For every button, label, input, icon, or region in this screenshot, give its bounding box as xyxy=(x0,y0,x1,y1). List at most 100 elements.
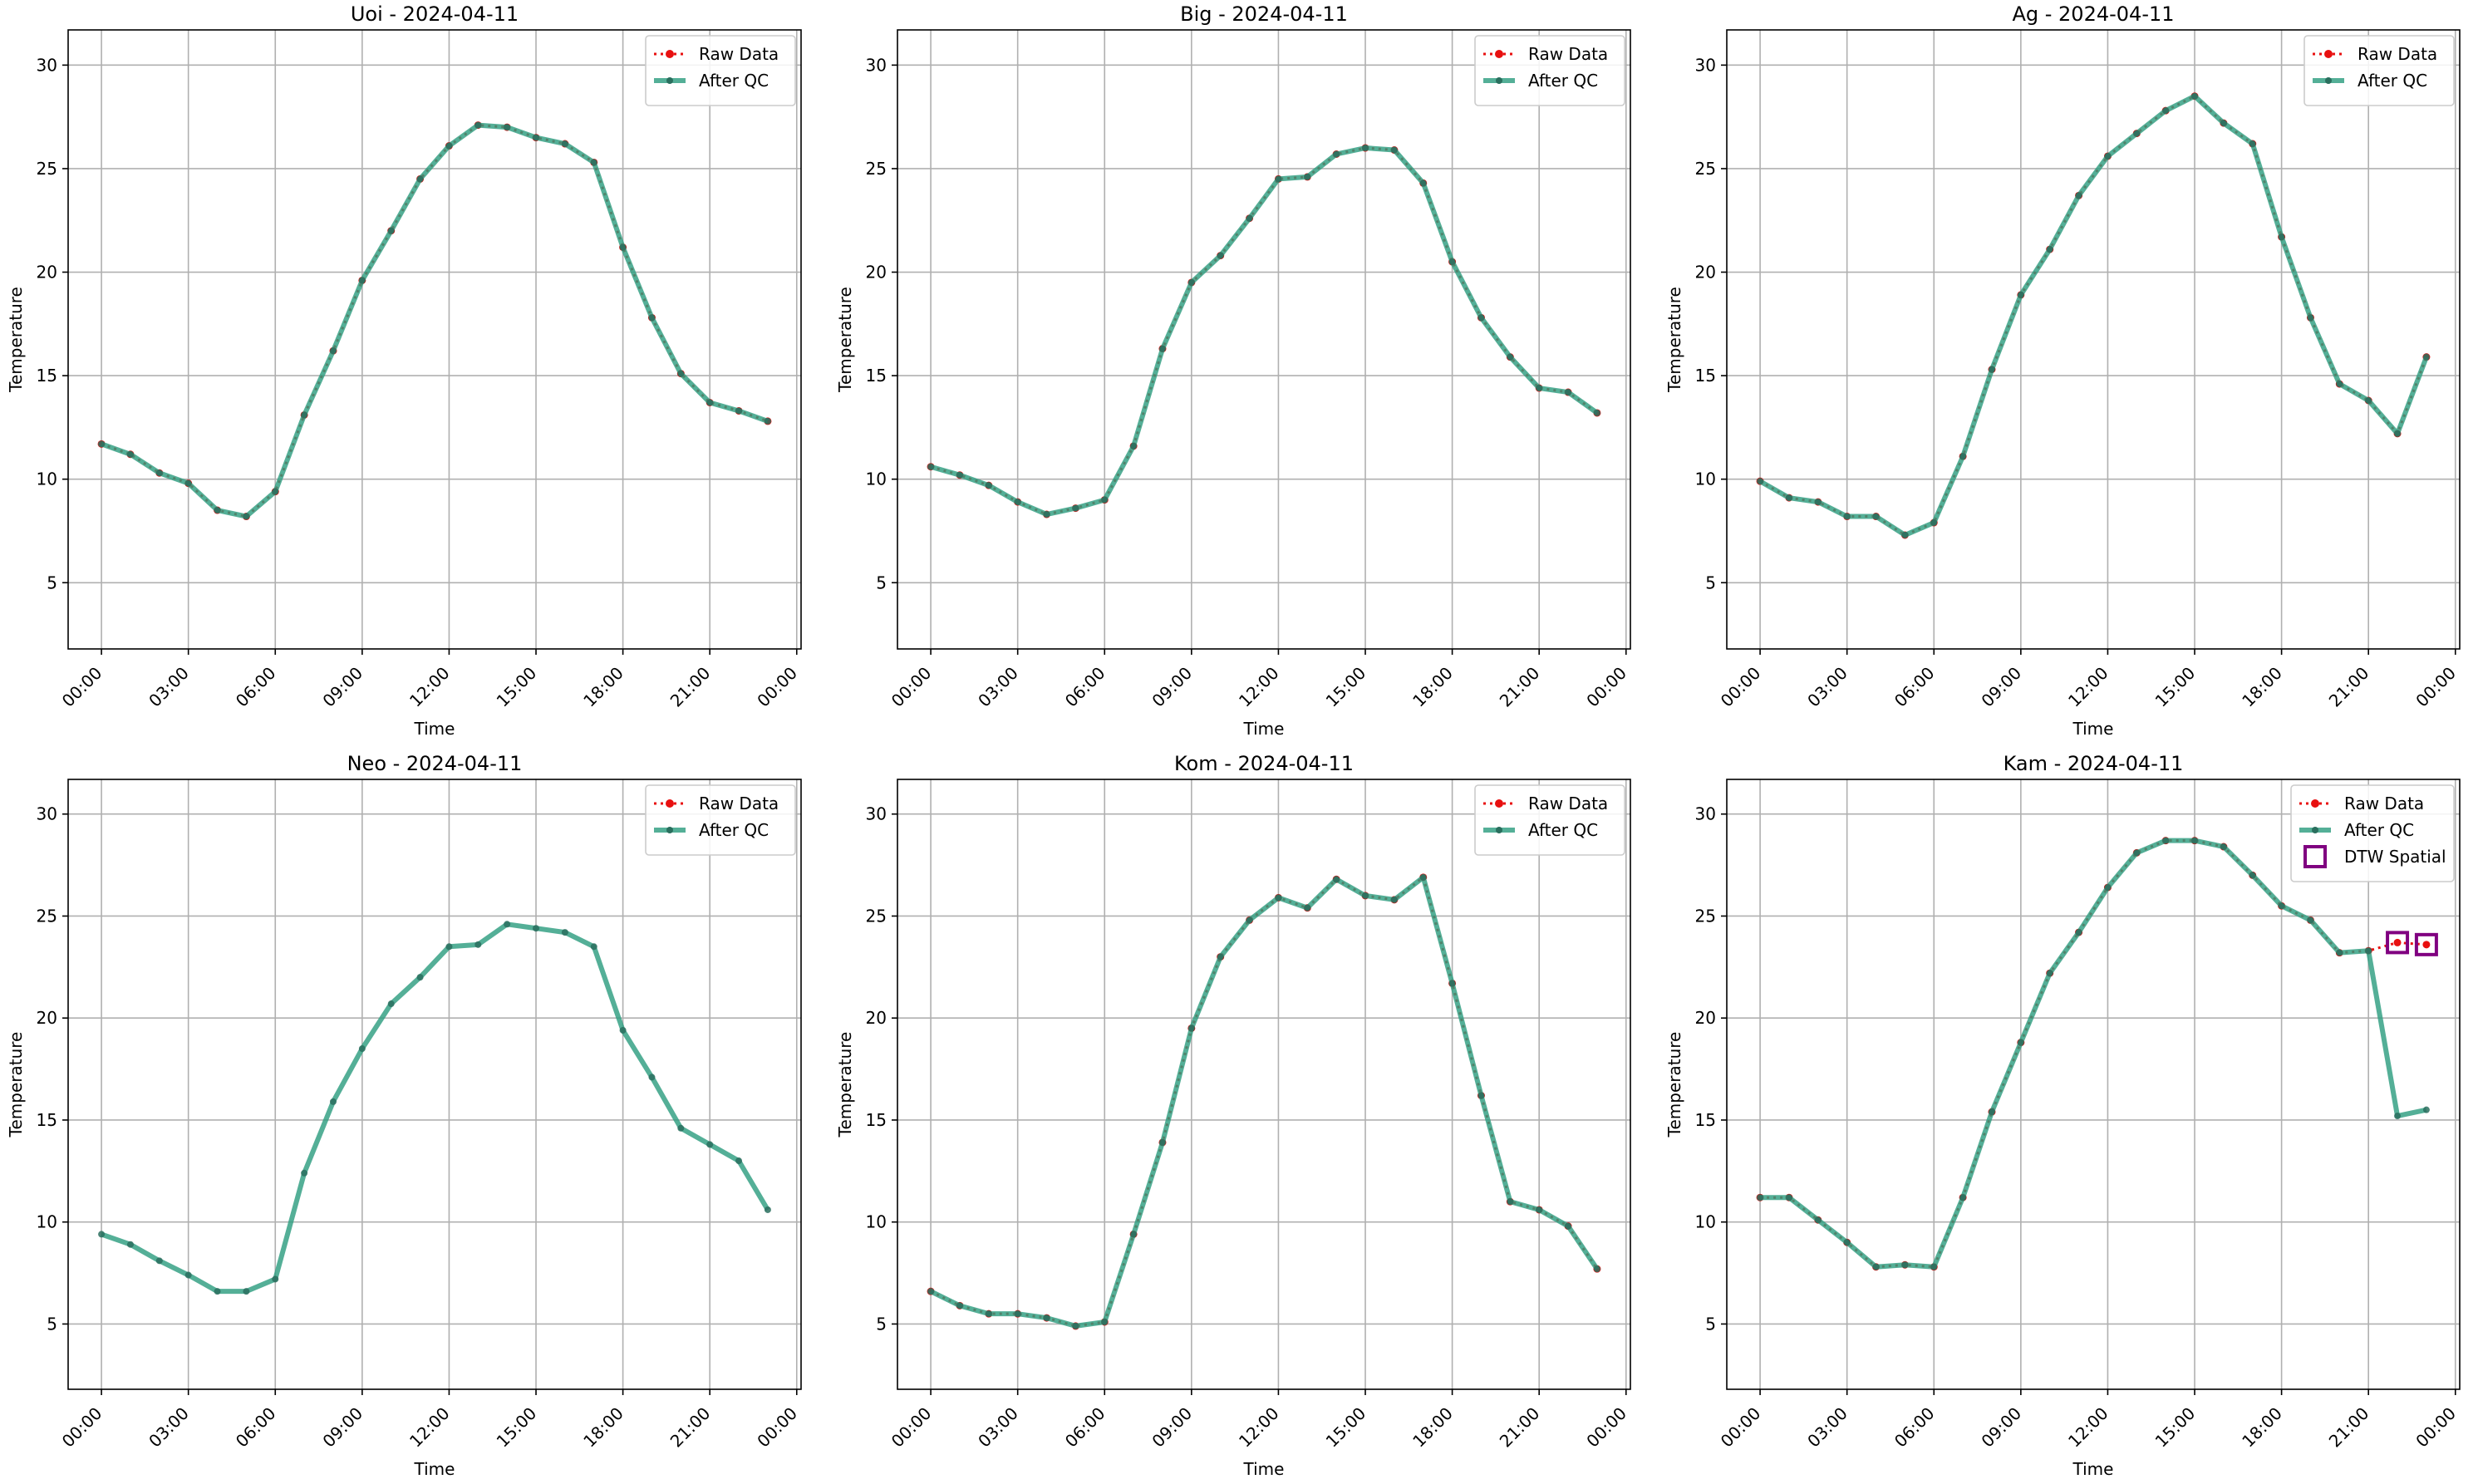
data-point-qc xyxy=(2394,430,2402,437)
y-tick-label: 25 xyxy=(37,906,57,926)
data-point-qc xyxy=(1014,499,1021,506)
x-tick-label: 00:00 xyxy=(58,1403,106,1452)
y-axis-label: Temperature xyxy=(6,1032,26,1138)
data-point-qc xyxy=(1536,385,1543,392)
legend-label-after-qc: After QC xyxy=(2358,71,2427,91)
x-axis-label: Time xyxy=(2072,719,2114,739)
legend-label-raw-data: Raw Data xyxy=(2358,44,2437,64)
data-point-qc xyxy=(2075,929,2082,936)
y-tick-label: 30 xyxy=(866,804,887,824)
data-point-qc xyxy=(1101,1318,1109,1325)
data-point-qc xyxy=(1901,531,1909,538)
data-point-qc xyxy=(677,1124,685,1132)
data-point-qc xyxy=(1043,1314,1050,1322)
panel-big: 5 10 15 20 25 30 00:00 03:00 06:00 09:00 12:00 15:0… xyxy=(835,2,1631,739)
x-tick-label: 09:00 xyxy=(318,663,366,711)
chart-title: Uoi - 2024-04-11 xyxy=(351,2,519,26)
y-tick-label: 5 xyxy=(1705,572,1716,592)
data-point-qc xyxy=(1158,1138,1166,1146)
x-tick-label: 15:00 xyxy=(1322,663,1370,711)
y-tick-label: 30 xyxy=(37,804,57,824)
axes-frame xyxy=(897,779,1631,1390)
data-point-qc xyxy=(1275,175,1282,183)
data-point-qc xyxy=(1072,1322,1079,1329)
data-point-qc xyxy=(1246,916,1253,924)
data-point-qc xyxy=(329,347,337,355)
data-point-qc xyxy=(1901,1261,1909,1269)
x-tick-label: 09:00 xyxy=(1977,663,2025,711)
data-point-qc xyxy=(2365,947,2372,955)
data-point-qc xyxy=(1333,876,1340,883)
legend: Raw Data After QC xyxy=(1474,784,1625,856)
panel-uoi: 5 10 15 20 25 30 00:00 03:00 06:00 09:00 12:00 15:0… xyxy=(6,2,802,739)
axes-frame xyxy=(897,29,1631,650)
x-tick-label: 06:00 xyxy=(1890,1403,1939,1452)
legend: Raw Data After QC DTW Spatial xyxy=(2290,784,2455,882)
data-point-qc xyxy=(184,1271,192,1279)
legend-box xyxy=(2290,784,2455,882)
data-point-qc xyxy=(2278,902,2285,910)
data-point-qc xyxy=(184,479,192,487)
data-point-qc xyxy=(1390,896,1398,903)
data-point-qc xyxy=(1507,353,1514,361)
x-tick-label: 18:00 xyxy=(1409,663,1457,711)
data-point-qc xyxy=(2046,246,2053,253)
data-point-qc xyxy=(1448,980,1456,987)
x-tick-label: 09:00 xyxy=(1148,663,1196,711)
legend-label-dtw-spatial: DTW Spatial xyxy=(2344,847,2446,867)
data-point-qc xyxy=(2336,381,2343,388)
y-tick-label: 20 xyxy=(1695,263,1716,283)
x-tick-label: 00:00 xyxy=(1582,1403,1630,1452)
data-point-qc xyxy=(533,925,540,932)
chart-title: Kam - 2024-04-11 xyxy=(2004,752,2184,775)
series-line-raw-data xyxy=(1759,94,2428,537)
y-tick-label: 10 xyxy=(866,1212,887,1232)
data-point-qc xyxy=(2104,152,2112,160)
data-point-qc xyxy=(504,124,511,131)
legend-label-raw-data: Raw Data xyxy=(1528,44,1608,64)
legend-marker-raw-data xyxy=(1495,799,1503,808)
data-point-qc xyxy=(358,277,366,284)
x-tick-label: 00:00 xyxy=(887,1403,936,1452)
data-point-qc xyxy=(985,1310,992,1318)
data-point-qc xyxy=(1565,1222,1572,1230)
legend-marker-after-qc xyxy=(2312,827,2318,833)
series-line-raw-data xyxy=(930,875,1599,1328)
data-point-qc xyxy=(2104,884,2112,892)
data-point-qc xyxy=(301,1169,308,1177)
data-point-qc xyxy=(735,407,743,415)
x-axis-label: Time xyxy=(1243,1459,1285,1479)
y-tick-label: 20 xyxy=(866,1008,887,1028)
y-tick-label: 15 xyxy=(1695,366,1716,386)
data-point-qc xyxy=(956,1302,963,1310)
data-point-qc xyxy=(1988,366,1995,373)
x-tick-label: 18:00 xyxy=(2238,1403,2286,1452)
data-point-qc xyxy=(2191,92,2199,100)
legend-label-after-qc: After QC xyxy=(1528,71,1598,91)
data-point-qc xyxy=(1785,494,1792,502)
data-point-qc xyxy=(329,1098,337,1105)
data-point-qc xyxy=(1304,904,1311,912)
series-line-after-qc xyxy=(929,874,1600,1329)
series-line-raw-data xyxy=(930,146,1598,516)
data-point-qc xyxy=(2307,916,2314,924)
data-point-qc xyxy=(1390,146,1398,154)
x-tick-label: 21:00 xyxy=(666,1403,715,1452)
legend-label-raw-data: Raw Data xyxy=(1528,794,1608,813)
x-tick-label: 06:00 xyxy=(1061,1403,1109,1452)
legend: Raw Data After QC xyxy=(2303,35,2455,106)
y-tick-label: 30 xyxy=(1695,804,1716,824)
legend-marker-raw-data xyxy=(666,799,674,808)
x-tick-label: 15:00 xyxy=(2151,1403,2200,1452)
data-point-qc xyxy=(2133,849,2141,857)
x-tick-label: 18:00 xyxy=(579,1403,627,1452)
x-tick-label: 21:00 xyxy=(666,663,715,711)
data-point-qc xyxy=(243,513,250,520)
axes-frame xyxy=(1726,29,2461,650)
data-point-qc xyxy=(1014,1310,1021,1318)
x-axis-label: Time xyxy=(1243,719,1285,739)
data-point-qc xyxy=(445,943,453,951)
x-tick-label: 03:00 xyxy=(1803,1403,1851,1452)
data-point-qc xyxy=(1101,496,1109,504)
